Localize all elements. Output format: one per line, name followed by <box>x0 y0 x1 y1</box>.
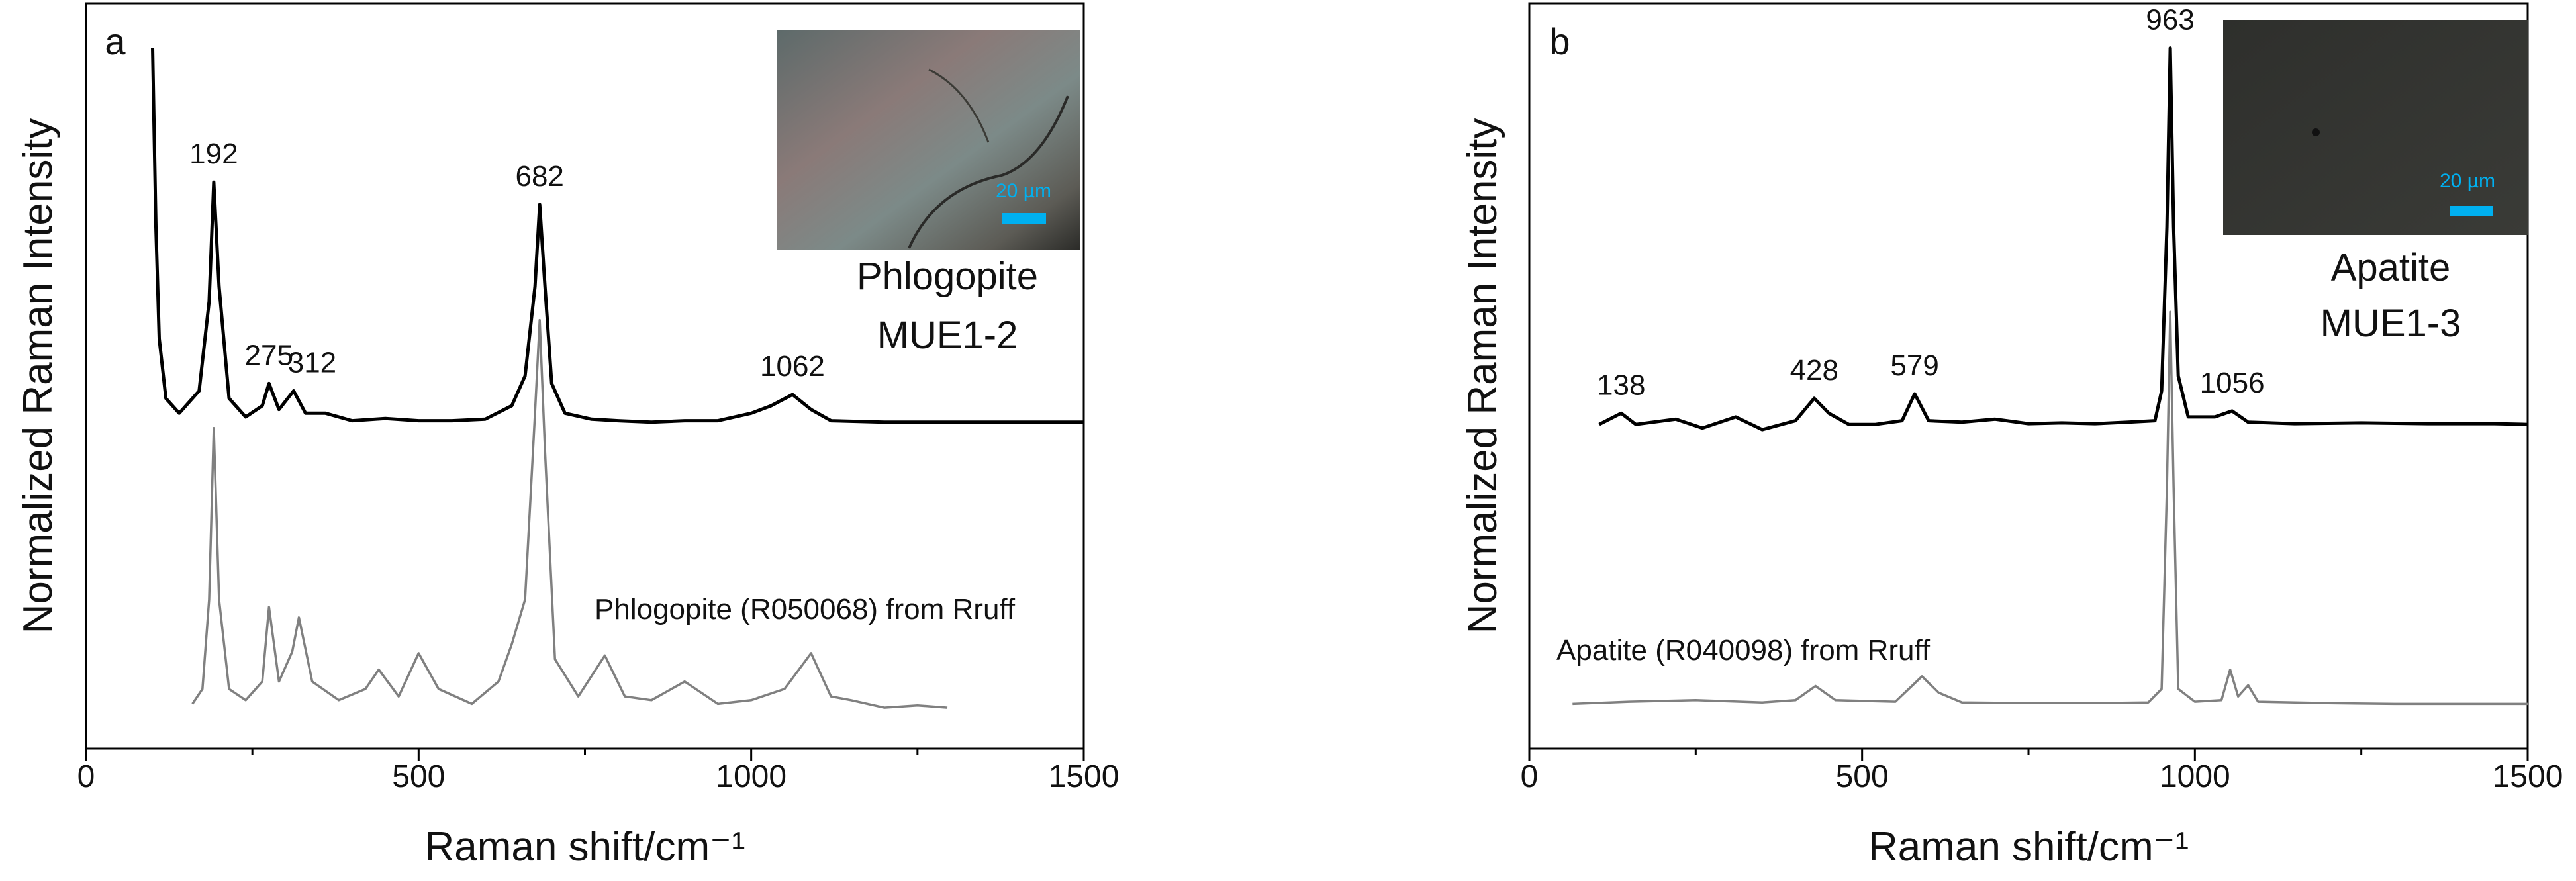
y-axis-label: Normalized Raman Intensity <box>1460 118 1505 634</box>
scale-bar-label: 20 µm <box>996 180 1051 202</box>
sample-label: MUE1-2 <box>877 314 1018 357</box>
spectrum-line <box>191 318 948 709</box>
scale-bar <box>1002 213 1046 224</box>
spectrum-line <box>151 48 1084 424</box>
inset-crack <box>908 95 1069 249</box>
peak-label: 275 <box>245 339 293 371</box>
peak-label: 138 <box>1597 369 1645 401</box>
sample-label: Phlogopite <box>857 255 1038 298</box>
peak-label: 682 <box>515 160 563 193</box>
x-tick-label: 1500 <box>1049 759 1120 794</box>
inset-image <box>2223 20 2528 235</box>
x-tick-label: 0 <box>77 759 95 794</box>
reference-label: Apatite (R040098) from Rruff <box>1556 634 1931 667</box>
peak-label: 963 <box>2146 4 2194 36</box>
peak-label: 192 <box>189 138 238 170</box>
reference-label: Phlogopite (R050068) from Rruff <box>595 593 1016 626</box>
x-tick-label: 0 <box>1521 759 1539 794</box>
peak-label: 1062 <box>760 350 825 383</box>
panel-label: a <box>105 21 126 62</box>
x-tick-label: 1500 <box>2493 759 2563 794</box>
inset-speck <box>2312 128 2320 136</box>
peak-label: 428 <box>1790 354 1838 387</box>
x-tick-label: 500 <box>392 759 445 794</box>
scale-bar <box>2450 206 2493 216</box>
x-axis-label: Raman shift/cm⁻¹ <box>424 824 745 870</box>
x-axis-label: Raman shift/cm⁻¹ <box>1868 824 2189 870</box>
x-tick-label: 500 <box>1836 759 1889 794</box>
peak-label: 1056 <box>2200 367 2265 399</box>
inset-crack <box>928 68 990 143</box>
peak-label: 579 <box>1890 349 1938 382</box>
y-axis-label: Normalized Raman Intensity <box>15 118 61 634</box>
panel-label: b <box>1549 21 1570 62</box>
scale-bar-label: 20 µm <box>2440 170 2495 192</box>
sample-label: MUE1-3 <box>2320 302 2461 345</box>
spectrum-line <box>1572 310 2528 706</box>
peak-label: 312 <box>288 347 336 379</box>
x-tick-label: 1000 <box>2160 759 2230 794</box>
x-tick-label: 1000 <box>716 759 787 794</box>
spectrum-line <box>1598 46 2528 432</box>
sample-label: Apatite <box>2331 246 2451 289</box>
inset-image <box>777 30 1080 250</box>
